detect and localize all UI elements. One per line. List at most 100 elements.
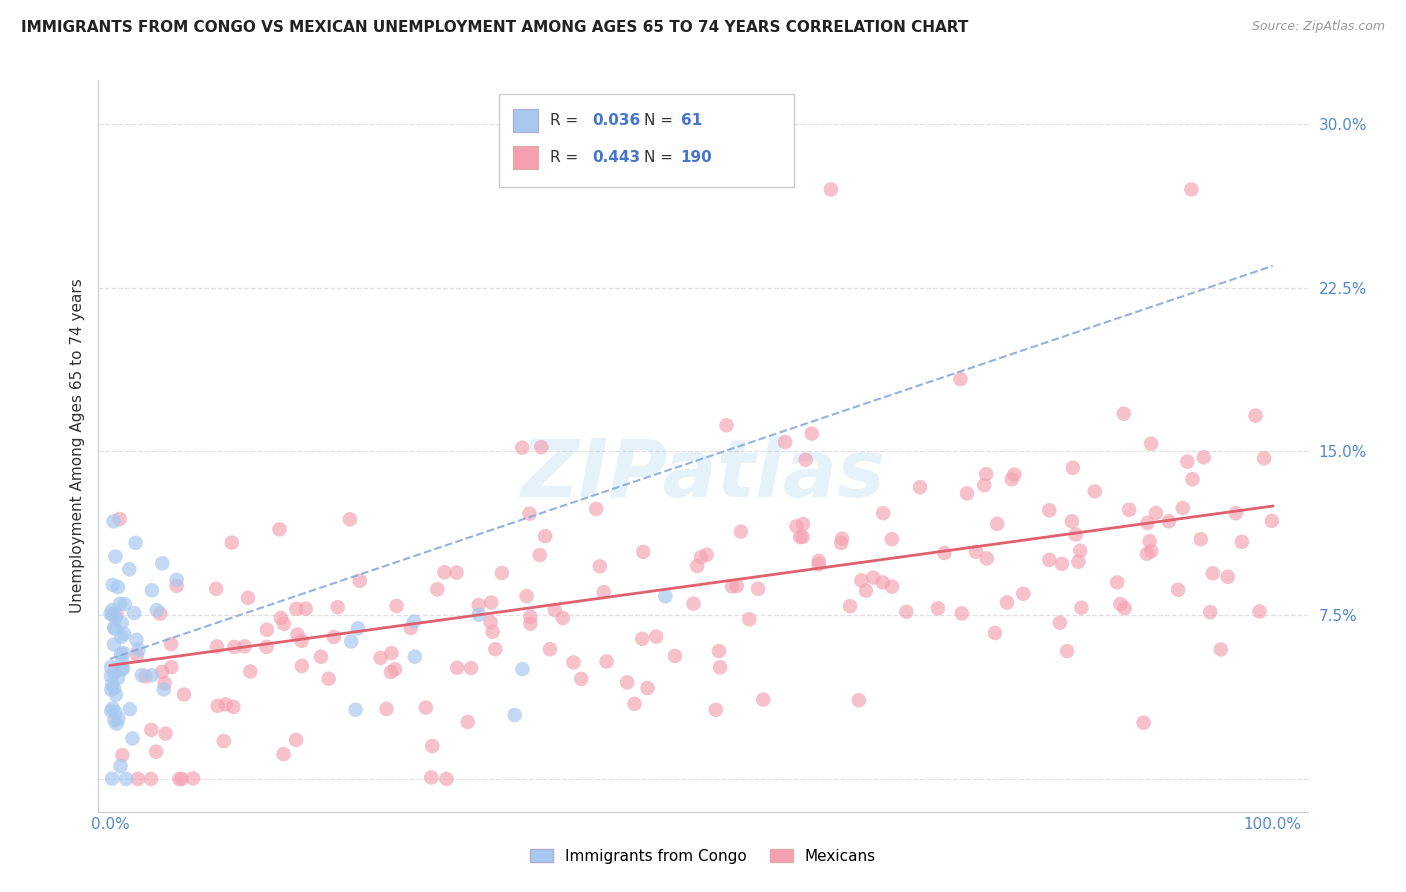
Immigrants from Congo [103,620,125,634]
Mexicans [949,372,972,386]
Mexicans [370,651,392,665]
Mexicans [896,605,918,619]
Mexicans [862,571,884,585]
Mexicans [794,452,817,467]
Mexicans [285,733,308,747]
Mexicans [529,548,551,562]
Immigrants from Congo [114,597,136,611]
Mexicans [664,648,686,663]
Mexicans [479,595,502,609]
Mexicans [730,524,752,539]
Immigrants from Congo [125,632,148,647]
Mexicans [160,637,183,651]
Mexicans [375,702,398,716]
Mexicans [1244,409,1267,423]
Mexicans [149,607,172,621]
Mexicans [1230,534,1253,549]
Mexicans [273,616,295,631]
Mexicans [1140,544,1163,558]
Mexicans [965,545,987,559]
Mexicans [1062,460,1084,475]
Mexicans [385,599,408,613]
Mexicans [173,688,195,702]
Mexicans [1038,553,1060,567]
Mexicans [984,626,1007,640]
Text: R =: R = [550,113,583,128]
Mexicans [384,662,406,676]
Mexicans [538,642,561,657]
Mexicans [160,660,183,674]
Mexicans [294,601,316,615]
Immigrants from Congo [145,603,167,617]
Mexicans [134,669,156,683]
Mexicans [446,566,468,580]
Mexicans [725,579,748,593]
Mexicans [544,603,567,617]
Mexicans [686,558,709,573]
Mexicans [789,530,811,544]
Immigrants from Congo [347,621,370,635]
Mexicans [415,700,437,714]
Mexicans [519,616,541,631]
Immigrants from Congo [100,682,122,697]
Legend: Immigrants from Congo, Mexicans: Immigrants from Congo, Mexicans [524,843,882,870]
Mexicans [747,582,769,596]
Mexicans [1139,534,1161,549]
Text: N =: N = [644,151,678,165]
Mexicans [1192,450,1215,465]
Mexicans [585,502,607,516]
Immigrants from Congo [468,607,491,622]
Mexicans [956,486,979,500]
Immigrants from Congo [103,638,125,652]
Mexicans [1002,467,1025,482]
Mexicans [880,532,903,546]
Mexicans [222,699,245,714]
Mexicans [519,507,541,521]
Mexicans [592,585,614,599]
Immigrants from Congo [131,668,153,682]
Mexicans [291,659,314,673]
Mexicans [127,772,149,786]
Mexicans [1157,514,1180,528]
Mexicans [479,615,502,629]
Text: 190: 190 [681,151,713,165]
Text: 0.036: 0.036 [592,113,640,128]
Mexicans [290,633,312,648]
Mexicans [1253,451,1275,466]
Mexicans [166,579,188,593]
Mexicans [467,598,489,612]
Immigrants from Congo [111,615,134,630]
Mexicans [773,435,796,450]
Immigrants from Congo [112,627,135,641]
Mexicans [139,772,162,786]
Mexicans [1132,715,1154,730]
Mexicans [1177,455,1199,469]
Immigrants from Congo [404,649,426,664]
Mexicans [236,591,259,605]
Mexicans [831,532,853,546]
Mexicans [974,467,997,482]
Mexicans [800,426,823,441]
Mexicans [1001,472,1024,486]
Mexicans [1109,597,1132,611]
Mexicans [1064,527,1087,541]
Y-axis label: Unemployment Among Ages 65 to 74 years: Unemployment Among Ages 65 to 74 years [69,278,84,614]
Text: 61: 61 [681,113,702,128]
Immigrants from Congo [340,634,363,648]
Text: 0.443: 0.443 [592,151,640,165]
Mexicans [1136,516,1159,530]
Mexicans [460,661,482,675]
Mexicans [1202,566,1225,581]
Mexicans [738,612,761,626]
Immigrants from Congo [101,677,124,691]
Immigrants from Congo [124,536,146,550]
Mexicans [214,698,236,712]
Immigrants from Congo [141,668,163,682]
Mexicans [616,675,638,690]
Mexicans [239,665,262,679]
Mexicans [224,640,246,654]
Mexicans [181,772,204,786]
Mexicans [221,535,243,549]
Mexicans [880,580,903,594]
Mexicans [623,697,645,711]
